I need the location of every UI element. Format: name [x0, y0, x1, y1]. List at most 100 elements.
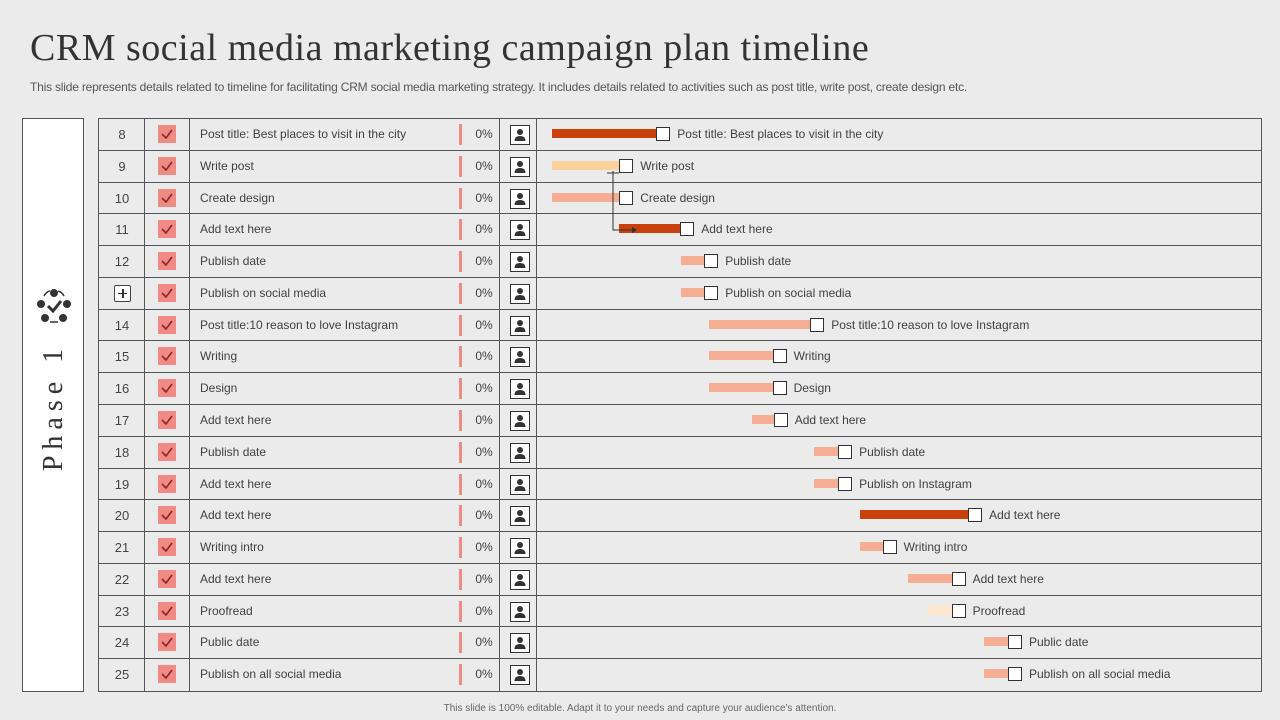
- row-number: 23: [114, 603, 130, 619]
- gantt-bar-end-marker[interactable]: [704, 285, 719, 300]
- checkbox-checked-icon[interactable]: [158, 569, 176, 588]
- col-divider: [536, 119, 537, 691]
- progress-percent: 0%: [475, 413, 493, 428]
- gantt-bar-end-marker[interactable]: [772, 381, 787, 396]
- checkbox-checked-icon[interactable]: [158, 220, 176, 239]
- assignee-person-icon[interactable]: [510, 188, 530, 209]
- checkbox-checked-icon[interactable]: [158, 601, 176, 620]
- gantt-bar[interactable]: [859, 542, 883, 552]
- gantt-bar[interactable]: [552, 192, 620, 202]
- assignee-person-icon[interactable]: [510, 379, 530, 400]
- progress-percent: 0%: [475, 158, 493, 173]
- gantt-bar[interactable]: [751, 415, 774, 425]
- gantt-bar-end-marker[interactable]: [773, 413, 788, 428]
- checkbox-checked-icon[interactable]: [158, 474, 176, 493]
- checkbox-checked-icon[interactable]: [158, 283, 176, 302]
- gantt-bar[interactable]: [859, 510, 969, 520]
- gantt-bar[interactable]: [984, 669, 1008, 679]
- gantt-bar-end-marker[interactable]: [882, 540, 897, 555]
- gantt-bar[interactable]: [708, 383, 773, 393]
- gantt-bar[interactable]: [814, 478, 839, 488]
- gantt-bar-end-marker[interactable]: [680, 222, 695, 237]
- gantt-bar-end-marker[interactable]: [838, 444, 853, 459]
- row-number: 14: [114, 317, 130, 333]
- checkbox-checked-icon[interactable]: [158, 506, 176, 525]
- assignee-person-icon[interactable]: [510, 283, 530, 304]
- gantt-bar-label: Publish on Instagram: [859, 476, 972, 491]
- gantt-bar[interactable]: [984, 637, 1008, 647]
- assignee-person-icon[interactable]: [510, 125, 530, 145]
- accent-divider: [459, 282, 462, 304]
- checkbox-checked-icon[interactable]: [158, 442, 176, 461]
- gantt-bar[interactable]: [927, 605, 952, 615]
- assignee-person-icon[interactable]: [510, 220, 530, 241]
- checkbox-checked-icon[interactable]: [158, 125, 176, 143]
- gantt-bar-end-marker[interactable]: [619, 158, 634, 173]
- row-number: 8: [118, 127, 126, 142]
- table-row: 23 Proofread 0% Proofread: [99, 596, 1261, 628]
- assignee-person-icon[interactable]: [510, 156, 530, 177]
- checkbox-checked-icon[interactable]: [158, 379, 176, 398]
- checkbox-checked-icon[interactable]: [158, 665, 176, 684]
- table-row: 18 Publish date 0% Publish date: [99, 437, 1261, 469]
- task-name: Proofread: [200, 603, 253, 618]
- assignee-person-icon[interactable]: [510, 474, 530, 495]
- checkbox-checked-icon[interactable]: [158, 188, 176, 207]
- gantt-bar[interactable]: [708, 351, 773, 361]
- assignee-person-icon[interactable]: [510, 347, 530, 368]
- table-row: 24 Public date 0% Public date: [99, 627, 1261, 660]
- gantt-bar[interactable]: [680, 256, 705, 266]
- task-name: Post title: Best places to visit in the …: [200, 127, 407, 141]
- gantt-bar-end-marker[interactable]: [951, 571, 966, 586]
- gantt-bar-end-marker[interactable]: [619, 190, 634, 205]
- gantt-bar[interactable]: [619, 224, 681, 234]
- gantt-bar-end-marker[interactable]: [772, 349, 787, 364]
- gantt-bar[interactable]: [680, 287, 705, 297]
- gantt-bar-end-marker[interactable]: [1008, 667, 1022, 682]
- row-number: 25: [114, 667, 130, 683]
- accent-divider: [459, 346, 462, 368]
- gantt-bar-end-marker[interactable]: [656, 127, 671, 141]
- assignee-person-icon[interactable]: [510, 442, 530, 463]
- row-number: 11: [115, 222, 129, 238]
- assignee-person-icon[interactable]: [510, 665, 530, 686]
- task-name: Add text here: [200, 571, 272, 586]
- gantt-bar-end-marker[interactable]: [1008, 635, 1022, 650]
- gantt-bar[interactable]: [708, 319, 811, 329]
- gantt-bar[interactable]: [907, 573, 952, 583]
- checkbox-checked-icon[interactable]: [158, 252, 176, 271]
- row-number: 24: [114, 635, 130, 651]
- gantt-bar[interactable]: [552, 129, 657, 138]
- assignee-person-icon[interactable]: [510, 569, 530, 590]
- assignee-person-icon[interactable]: [510, 538, 530, 559]
- table-row: 20 Add text here 0% Add text here: [99, 500, 1261, 533]
- gantt-bar-end-marker[interactable]: [838, 476, 853, 491]
- gantt-bar-end-marker[interactable]: [951, 603, 966, 618]
- gantt-bar-end-marker[interactable]: [810, 317, 825, 332]
- checkbox-checked-icon[interactable]: [158, 156, 176, 175]
- row-number: 16: [114, 381, 130, 397]
- accent-divider: [459, 568, 462, 590]
- checkbox-checked-icon[interactable]: [158, 633, 176, 652]
- checkbox-checked-icon[interactable]: [158, 538, 176, 557]
- gantt-bar[interactable]: [552, 160, 620, 170]
- assignee-person-icon[interactable]: [510, 411, 530, 432]
- checkbox-checked-icon[interactable]: [158, 347, 176, 366]
- cycle-people-icon: [35, 287, 73, 325]
- checkbox-checked-icon[interactable]: [158, 411, 176, 430]
- gantt-bar-label: Publish date: [725, 254, 792, 269]
- assignee-person-icon[interactable]: [510, 633, 530, 654]
- assignee-person-icon[interactable]: [510, 506, 530, 527]
- gantt-bar-end-marker[interactable]: [704, 254, 719, 269]
- gantt-bar[interactable]: [814, 446, 839, 456]
- assignee-person-icon[interactable]: [510, 315, 530, 336]
- accent-divider: [459, 314, 462, 336]
- row-number: 19: [114, 476, 130, 492]
- assignee-person-icon[interactable]: [510, 601, 530, 622]
- table-row: 10 Create design 0% Create design: [99, 183, 1261, 215]
- checkbox-checked-icon[interactable]: [158, 315, 176, 334]
- gantt-bar-end-marker[interactable]: [968, 508, 983, 523]
- phase-panel: Phase 1: [22, 118, 84, 692]
- expand-plus-icon[interactable]: [114, 284, 131, 302]
- assignee-person-icon[interactable]: [510, 252, 530, 273]
